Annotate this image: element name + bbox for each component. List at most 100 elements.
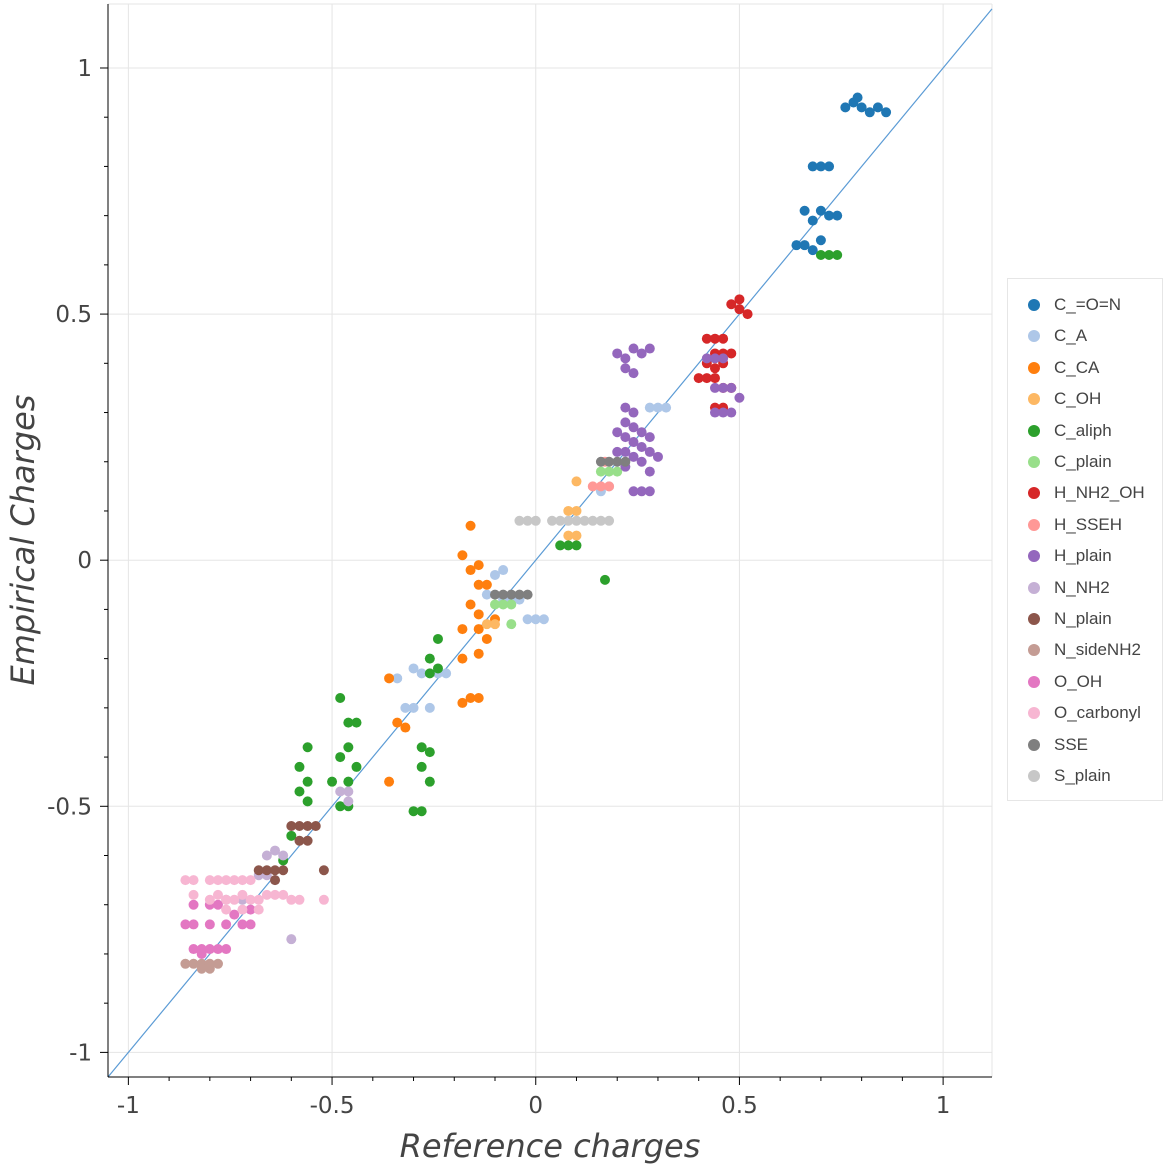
point-8-34 [709, 407, 720, 418]
y-tick-label-0: -1 [69, 1040, 92, 1066]
legend-label: N_plain [1054, 609, 1112, 628]
point-14-2 [612, 456, 623, 467]
point-1-17 [408, 663, 419, 674]
point-13-20 [294, 894, 305, 905]
point-5-0 [595, 466, 606, 477]
point-12-14 [212, 899, 223, 910]
point-3-0 [571, 505, 582, 516]
legend-item-10[interactable]: N_plain [1028, 607, 1112, 631]
point-14-0 [595, 456, 606, 467]
point-9-3 [270, 845, 281, 856]
point-12-0 [180, 919, 191, 930]
legend-swatch [1028, 518, 1040, 531]
point-4-25 [302, 796, 313, 807]
point-8-27 [644, 466, 655, 477]
point-2-9 [473, 624, 484, 635]
point-4-23 [302, 776, 313, 787]
point-1-16 [441, 668, 452, 679]
point-12-15 [229, 909, 240, 920]
point-4-14 [343, 742, 354, 753]
y-tick-label-3: 0.5 [55, 302, 92, 328]
legend-item-15[interactable]: S_plain [1028, 764, 1111, 788]
legend-item-13[interactable]: O_carbonyl [1028, 701, 1141, 725]
x-tick-label-2: 0 [528, 1093, 543, 1119]
point-1-13 [538, 614, 549, 625]
point-15-8 [587, 515, 598, 526]
legend-item-9[interactable]: N_NH2 [1028, 576, 1110, 600]
point-15-10 [604, 515, 615, 526]
legend-item-0[interactable]: C_=O=N [1028, 293, 1121, 317]
legend-swatch [1028, 424, 1040, 437]
legend-swatch [1028, 738, 1040, 751]
point-1-11 [522, 614, 533, 625]
legend-item-6[interactable]: H_NH2_OH [1028, 481, 1145, 505]
point-12-16 [245, 904, 256, 915]
point-13-6 [237, 875, 248, 886]
point-7-1 [595, 481, 606, 492]
series-C_plain [490, 466, 623, 630]
y-axis-title: Empirical Charges [4, 395, 42, 686]
tick-marks: -1 -0.5 0 0.5 1 -1 -0.5 0 0.5 1 [47, 56, 950, 1119]
legend-item-8[interactable]: H_plain [1028, 544, 1112, 568]
point-0-3 [840, 102, 851, 113]
point-6-14 [701, 373, 712, 384]
point-1-5 [498, 565, 509, 576]
point-12-4 [237, 919, 248, 930]
legend-label: C_plain [1054, 452, 1112, 471]
point-10-4 [294, 835, 305, 846]
point-1-1 [652, 402, 663, 413]
point-8-2 [628, 343, 639, 354]
legend-label: C_CA [1054, 357, 1100, 377]
point-14-6 [506, 589, 517, 600]
point-8-29 [709, 353, 720, 364]
legend-item-5[interactable]: C_plain [1028, 450, 1112, 474]
point-2-1 [457, 550, 468, 561]
point-0-16 [815, 235, 826, 246]
point-13-7 [245, 875, 256, 886]
point-8-30 [718, 353, 729, 364]
legend-label: S_plain [1054, 766, 1111, 785]
point-8-3 [636, 348, 647, 359]
legend-item-1[interactable]: C_A [1028, 324, 1087, 348]
point-2-7 [473, 609, 484, 620]
point-14-8 [522, 589, 533, 600]
point-2-3 [473, 560, 484, 571]
legend-item-2[interactable]: C_CA [1028, 356, 1099, 380]
point-4-9 [432, 663, 443, 674]
legend-label: C_A [1054, 326, 1088, 346]
legend-label: N_sideNH2 [1054, 640, 1141, 660]
point-15-6 [571, 515, 582, 526]
point-12-5 [245, 919, 256, 930]
legend-item-12[interactable]: O_OH [1028, 670, 1102, 694]
point-4-11 [343, 717, 354, 728]
point-8-33 [726, 382, 737, 393]
point-0-5 [881, 107, 892, 118]
point-4-12 [351, 717, 362, 728]
point-4-1 [824, 250, 835, 261]
x-tick-label-3: 0.5 [721, 1093, 758, 1119]
point-5-5 [506, 599, 517, 610]
point-6-13 [693, 373, 704, 384]
legend-item-7[interactable]: H_SSEH [1028, 513, 1122, 537]
legend-item-14[interactable]: SSE [1028, 733, 1088, 757]
point-14-1 [604, 456, 615, 467]
point-13-15 [253, 894, 264, 905]
point-12-9 [212, 944, 223, 955]
point-13-8 [188, 889, 199, 900]
point-13-10 [212, 889, 223, 900]
point-1-12 [530, 614, 541, 625]
point-2-13 [457, 653, 468, 664]
legend-item-4[interactable]: C_aliph [1028, 419, 1112, 443]
series-SSE [490, 456, 631, 600]
point-10-8 [278, 865, 289, 876]
point-4-3 [555, 540, 566, 551]
point-2-20 [384, 776, 395, 787]
point-15-0 [514, 515, 525, 526]
legend-item-11[interactable]: N_sideNH2 [1028, 638, 1141, 662]
legend-item-3[interactable]: C_OH [1028, 387, 1101, 411]
point-13-12 [229, 894, 240, 905]
point-12-8 [204, 944, 215, 955]
point-8-13 [620, 432, 631, 443]
point-8-31 [709, 382, 720, 393]
point-10-10 [253, 865, 264, 876]
